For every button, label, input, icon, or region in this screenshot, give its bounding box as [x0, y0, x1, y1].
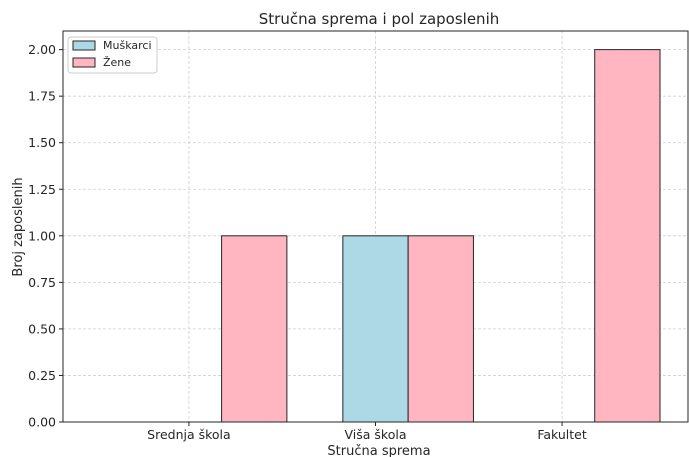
- y-tick-label: 1.75: [28, 89, 56, 104]
- y-tick-label: 1.50: [28, 135, 56, 150]
- y-tick-label: 1.25: [28, 182, 56, 197]
- bars: [221, 49, 661, 423]
- axis-ticks: 0.00 0.25 0.50 0.75 1.00 1.25 1.50 1.75 2.00 Sred…: [28, 42, 587, 442]
- x-tick-label: Viša škola: [345, 427, 407, 442]
- bar-zene-0: [221, 235, 288, 423]
- y-tick-label: 0.00: [28, 415, 56, 430]
- y-tick-label: 0.75: [28, 275, 56, 290]
- chart-title: Stručna sprema i pol zaposlenih: [259, 10, 500, 28]
- x-axis-label: Stručna sprema: [327, 444, 430, 457]
- legend-swatch-zene: [72, 57, 96, 68]
- legend-swatch-muskarci: [72, 40, 96, 51]
- y-tick-label: 1.00: [28, 228, 56, 243]
- bar-zene-1: [407, 235, 474, 423]
- legend-label-zene: Žene: [103, 56, 131, 69]
- bar-zene-2: [594, 49, 661, 423]
- x-tick-label: Fakultet: [537, 427, 587, 442]
- x-tick-label: Srednja škola: [147, 427, 231, 442]
- y-tick-label: 0.50: [28, 321, 56, 336]
- bar-muskarci-1: [342, 235, 409, 423]
- y-axis-label: Broj zaposlenih: [11, 177, 26, 276]
- y-tick-label: 0.25: [28, 368, 56, 383]
- y-tick-label: 2.00: [28, 42, 56, 57]
- legend: Muškarci Žene: [67, 36, 158, 74]
- legend-label-muskarci: Muškarci: [103, 39, 152, 52]
